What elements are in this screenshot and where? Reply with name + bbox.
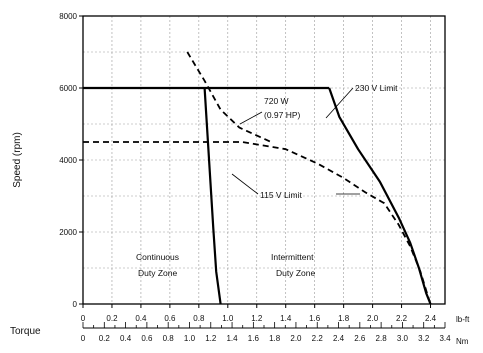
nm-tick-label: 1.2 xyxy=(205,334,217,343)
annotation-label: Duty Zone xyxy=(276,268,315,278)
x-tick-label: 1.8 xyxy=(338,314,350,323)
nm-tick-label: 2.0 xyxy=(290,334,302,343)
nm-tick-label: 3.2 xyxy=(418,334,430,343)
x-tick-label: 1.6 xyxy=(309,314,321,323)
nm-tick-label: 0.8 xyxy=(163,334,175,343)
x-tick-label: 1.4 xyxy=(280,314,292,323)
series-line-4 xyxy=(186,51,272,143)
nm-tick-label: 2.6 xyxy=(354,334,366,343)
nm-tick-label: 3.0 xyxy=(397,334,409,343)
y-tick-layer: 0 2000 4000 6000 8000 xyxy=(59,12,83,309)
nm-tick-label: 1.6 xyxy=(248,334,260,343)
x-tick-label: 2.4 xyxy=(425,314,437,323)
nm-tick-label: 1.0 xyxy=(184,334,196,343)
nm-tick-label: 0.6 xyxy=(141,334,153,343)
x-tick-label: 0.2 xyxy=(106,314,118,323)
series-line-3 xyxy=(83,141,432,305)
nm-tick-label: 0.4 xyxy=(120,334,132,343)
annotation-label: 720 W xyxy=(264,96,289,106)
x-tick-label: 0.8 xyxy=(193,314,205,323)
series-line-5 xyxy=(203,87,222,305)
nm-tick-label: 0 xyxy=(81,334,86,343)
series-line-2 xyxy=(328,87,432,305)
x-tick-label: 2.0 xyxy=(367,314,379,323)
x-tick-label: 0.6 xyxy=(164,314,176,323)
x-tick-label: 0 xyxy=(81,314,86,323)
y-tick-label: 4000 xyxy=(59,156,77,165)
leader-lines xyxy=(231,87,360,195)
leader-line xyxy=(231,173,259,195)
x-tick-label: 0.4 xyxy=(135,314,147,323)
leader-line xyxy=(325,87,354,119)
y-axis-title: Speed (rpm) xyxy=(12,132,23,188)
y-tick-label: 8000 xyxy=(59,12,77,21)
annotation-label: Intermittent xyxy=(271,252,314,262)
x-tick-label: 2.2 xyxy=(396,314,408,323)
x-axis-title: Torque xyxy=(10,326,41,337)
nm-tick-label: 2.4 xyxy=(333,334,345,343)
nm-tick-label: 1.8 xyxy=(269,334,281,343)
annotation-label: Duty Zone xyxy=(138,268,177,278)
nm-tick-label: 1.4 xyxy=(226,334,238,343)
nm-unit-label: Nm xyxy=(456,337,469,346)
annotation-label: 230 V Limit xyxy=(355,83,398,93)
y-tick-label: 2000 xyxy=(59,228,77,237)
x-tick-label: 1.2 xyxy=(251,314,263,323)
nm-tick-label: 2.8 xyxy=(376,334,388,343)
nm-tick-label: 2.2 xyxy=(312,334,324,343)
x-tick-label: 1.0 xyxy=(222,314,234,323)
nm-tick-label: 0.2 xyxy=(99,334,111,343)
annotation-label: (0.97 HP) xyxy=(264,110,301,120)
series-layer xyxy=(83,51,432,305)
annotation-label: Continuous xyxy=(136,252,179,262)
nm-tick-label: 3.4 xyxy=(439,334,451,343)
nm-scale-layer: 0 0.2 0.4 0.6 0.8 1.0 1.2 1.4 1.6 1.8 2.0 2.2 2.4 2.6… xyxy=(81,322,451,343)
y-tick-label: 6000 xyxy=(59,84,77,93)
y-tick-label: 0 xyxy=(73,300,78,309)
x-tick-layer: 0 0.2 0.4 0.6 0.8 1.0 1.2 1.4 1.6 1.8 2.0 2.2 2.4 xyxy=(81,304,437,323)
leader-line xyxy=(239,111,263,125)
annotation-layer: 230 V Limit 720 W (0.97 HP) 115 V Limit Cont… xyxy=(136,83,398,278)
annotation-label: 115 V Limit xyxy=(260,190,303,200)
lbft-unit-label: lb-ft xyxy=(456,315,470,324)
